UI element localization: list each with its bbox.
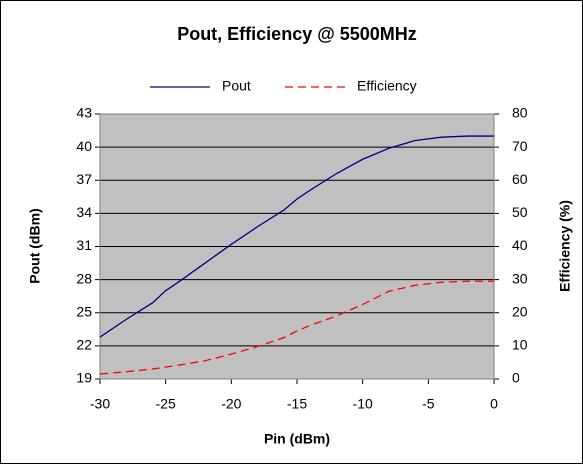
y2-tick-label: 30 — [512, 270, 528, 286]
y-tick-label: 37 — [76, 171, 92, 187]
series-line — [99, 135, 494, 338]
y2-tick-label: 40 — [512, 237, 528, 253]
y2-tick-label: 10 — [512, 337, 528, 353]
legend-label: Efficiency — [357, 78, 417, 94]
x-axis-label: Pin (dBm) — [264, 431, 330, 447]
y2-tick-label: 60 — [512, 171, 528, 187]
x-tick-label: 0 — [490, 396, 498, 412]
x-tick-label: -30 — [90, 396, 110, 412]
y2-axis-label: Efficiency (%) — [557, 200, 573, 292]
y-axis-label: Pout (dBm) — [27, 208, 43, 283]
y2-tick-label: 0 — [512, 370, 520, 386]
y2-tick-label: 80 — [512, 105, 528, 121]
y-tick-label: 28 — [76, 270, 92, 286]
legend-label: Pout — [222, 78, 251, 94]
x-tick-label: -25 — [156, 396, 176, 412]
y-tick-label: 34 — [76, 204, 92, 220]
x-tick-label: -20 — [221, 396, 241, 412]
y2-tick-label: 70 — [512, 138, 528, 154]
series-line — [99, 280, 494, 375]
plot-frame — [99, 113, 495, 380]
y2-tick-label: 20 — [512, 303, 528, 319]
x-tick-label: -10 — [353, 396, 373, 412]
x-tick-label: -15 — [287, 396, 307, 412]
y-tick-label: 43 — [76, 105, 92, 121]
y-tick-label: 31 — [76, 237, 92, 253]
y-tick-label: 19 — [76, 370, 92, 386]
y-tick-label: 22 — [76, 337, 92, 353]
chart-title: Pout, Efficiency @ 5500MHz — [177, 24, 417, 44]
y2-tick-label: 50 — [512, 204, 528, 220]
y-tick-label: 25 — [76, 303, 92, 319]
y-tick-label: 40 — [76, 138, 92, 154]
x-tick-label: -5 — [422, 396, 435, 412]
